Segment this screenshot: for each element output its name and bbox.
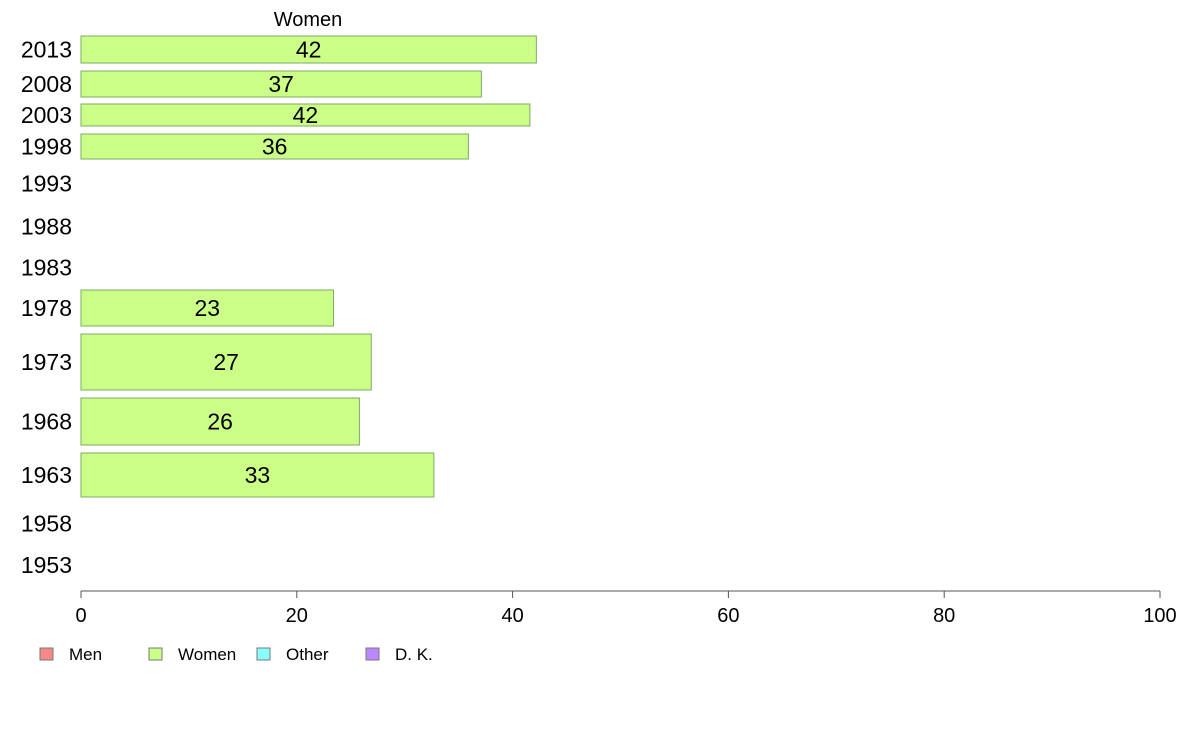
data-label-1968: 26 <box>207 409 233 435</box>
category-label-2008: 2008 <box>21 71 72 97</box>
x-tick-label-80: 80 <box>933 605 955 627</box>
legend-label-other: Other <box>286 645 329 664</box>
legend-swatch-other <box>256 647 271 661</box>
category-label-1953: 1953 <box>21 552 72 578</box>
bar-2003 <box>80 103 531 127</box>
category-label-1988: 1988 <box>21 214 72 240</box>
data-label-1963: 33 <box>245 462 271 488</box>
data-label-1973: 27 <box>213 349 239 375</box>
category-label-1973: 1973 <box>21 349 72 375</box>
category-label-1963: 1963 <box>21 462 72 488</box>
x-tick-label-40: 40 <box>501 605 523 627</box>
category-label-1993: 1993 <box>21 171 72 197</box>
legend-label-women: Women <box>178 645 236 664</box>
category-label-2003: 2003 <box>21 102 72 128</box>
x-tick-label-0: 0 <box>75 605 86 627</box>
legend-swatch-men <box>39 647 54 661</box>
bar-2008 <box>80 70 482 98</box>
category-label-1978: 1978 <box>21 295 72 321</box>
category-label-1958: 1958 <box>21 511 72 537</box>
data-label-1998: 36 <box>262 134 288 160</box>
data-label-2008: 37 <box>268 71 294 97</box>
data-label-2013: 42 <box>296 37 322 63</box>
bar-1978 <box>80 289 334 327</box>
bar-1963 <box>80 452 435 498</box>
x-tick-label-100: 100 <box>1143 605 1176 627</box>
legend-swatch-women <box>148 647 163 661</box>
category-label-1968: 1968 <box>21 409 72 435</box>
legend-label-men: Men <box>69 645 102 664</box>
bar-1968 <box>80 397 360 446</box>
chart-title: Women <box>274 9 343 31</box>
data-label-2003: 42 <box>293 102 319 128</box>
bar-2013 <box>80 35 537 64</box>
category-label-1983: 1983 <box>21 255 72 281</box>
category-label-2013: 2013 <box>21 37 72 63</box>
data-label-1978: 23 <box>194 295 220 321</box>
x-tick-label-60: 60 <box>717 605 739 627</box>
bar-1973 <box>80 333 372 391</box>
bar-1998 <box>80 133 469 160</box>
legend-label-d-k: D. K. <box>395 645 433 664</box>
category-label-1998: 1998 <box>21 134 72 160</box>
legend-swatch-d-k <box>365 647 380 661</box>
x-tick-label-20: 20 <box>286 605 308 627</box>
